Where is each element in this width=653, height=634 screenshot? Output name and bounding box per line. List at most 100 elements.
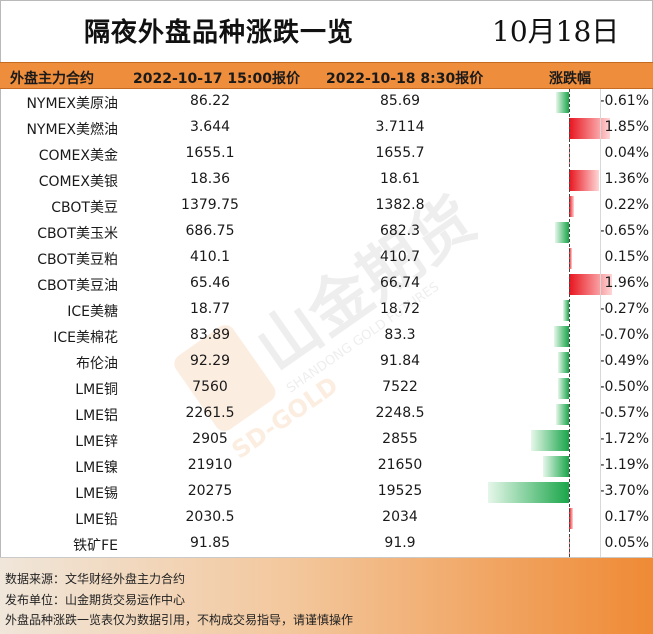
change-percent: 0.22% xyxy=(604,197,649,213)
prev-price: 7560 xyxy=(192,379,228,395)
contract-name: 铁矿FE xyxy=(73,538,118,554)
footer-disclaimer: 外盘品种涨跌一览表仅为数据引用，不构成交易指导，请谨慎操作 xyxy=(5,613,354,627)
prev-price: 2905 xyxy=(192,431,228,447)
change-bar xyxy=(531,430,569,451)
table-row: CBOT美豆 1379.75 1382.8 0.22% xyxy=(0,193,653,219)
table-row: NYMEX美原油 86.22 85.69 -0.61% xyxy=(0,89,653,115)
prev-price: 65.46 xyxy=(189,275,231,291)
change-bar xyxy=(558,378,569,399)
change-percent: 1.96% xyxy=(604,275,649,291)
table-row: 布伦油 92.29 91.84 -0.49% xyxy=(0,349,653,375)
curr-price: 2855 xyxy=(382,431,418,447)
table-row: LME锡 20275 19525 -3.70% xyxy=(0,479,653,505)
curr-price: 1655.7 xyxy=(375,145,425,161)
contract-name: LME镍 xyxy=(75,460,118,476)
contract-name: LME铜 xyxy=(75,382,118,398)
curr-price: 682.3 xyxy=(379,223,421,239)
prev-price: 410.1 xyxy=(189,249,231,265)
curr-price: 83.3 xyxy=(384,327,416,343)
curr-price: 1382.8 xyxy=(375,197,425,213)
contract-name: LME铅 xyxy=(75,512,118,528)
change-percent: 0.15% xyxy=(604,249,649,265)
change-percent: -0.57% xyxy=(599,405,649,421)
contract-name: LME锌 xyxy=(75,434,118,450)
change-bar xyxy=(569,170,599,191)
curr-price: 91.84 xyxy=(379,353,421,369)
prev-price: 2261.5 xyxy=(185,405,235,421)
change-percent: -0.70% xyxy=(599,327,649,343)
contract-name: CBOT美玉米 xyxy=(37,226,118,242)
curr-price: 7522 xyxy=(382,379,418,395)
change-bar xyxy=(558,352,569,373)
report-date: 10月18日 xyxy=(492,15,620,48)
contract-name: NYMEX美燃油 xyxy=(26,122,118,138)
contract-name: LME铝 xyxy=(75,408,118,424)
curr-price: 410.7 xyxy=(379,249,421,265)
prev-price: 18.77 xyxy=(189,301,231,317)
change-percent: -1.72% xyxy=(599,431,649,447)
prev-price: 20275 xyxy=(187,483,233,499)
change-percent: -0.49% xyxy=(599,353,649,369)
footer-source: 数据来源：文华财经外盘主力合约 xyxy=(5,572,186,586)
curr-price: 21650 xyxy=(377,457,423,473)
change-percent: 1.85% xyxy=(604,119,649,135)
contract-name: COMEX美银 xyxy=(38,174,118,190)
curr-price: 18.72 xyxy=(379,301,421,317)
change-bar xyxy=(569,196,574,217)
curr-price: 66.74 xyxy=(379,275,421,291)
prev-price: 86.22 xyxy=(189,93,231,109)
column-header-prev-price: 2022-10-17 15:00报价 xyxy=(133,71,300,87)
column-header-change: 涨跌幅 xyxy=(549,71,591,87)
curr-price: 3.7114 xyxy=(375,119,425,135)
header: 隔夜外盘品种涨跌一览 10月18日 xyxy=(0,0,653,62)
change-bar xyxy=(569,508,573,529)
change-bar xyxy=(556,404,569,425)
footer: 数据来源：文华财经外盘主力合约 发布单位：山金期货交易运作中心 外盘品种涨跌一览… xyxy=(0,557,653,634)
change-bar xyxy=(563,300,569,321)
curr-price: 19525 xyxy=(377,483,423,499)
change-bar xyxy=(569,118,610,139)
contract-name: ICE美棉花 xyxy=(53,330,118,346)
change-percent: -1.19% xyxy=(599,457,649,473)
curr-price: 2248.5 xyxy=(375,405,425,421)
table-row: LME铜 7560 7522 -0.50% xyxy=(0,375,653,401)
table-row: COMEX美银 18.36 18.61 1.36% xyxy=(0,167,653,193)
change-percent: -3.70% xyxy=(599,483,649,499)
change-percent: -0.50% xyxy=(599,379,649,395)
prev-price: 91.85 xyxy=(189,535,231,551)
table-row: ICE美糖 18.77 18.72 -0.27% xyxy=(0,297,653,323)
curr-price: 18.61 xyxy=(379,171,421,187)
table-row: CBOT美豆粕 410.1 410.7 0.15% xyxy=(0,245,653,271)
contract-name: CBOT美豆 xyxy=(51,200,118,216)
table-row: LME铝 2261.5 2248.5 -0.57% xyxy=(0,401,653,427)
contract-name: ICE美糖 xyxy=(67,304,118,320)
contract-name: CBOT美豆油 xyxy=(37,278,118,294)
change-bar xyxy=(554,222,569,243)
column-header-contract: 外盘主力合约 xyxy=(10,71,94,87)
table-row: CBOT美豆油 65.46 66.74 1.96% xyxy=(0,271,653,297)
zero-axis-line xyxy=(569,89,570,557)
curr-price: 91.9 xyxy=(384,535,416,551)
table-row: CBOT美玉米 686.75 682.3 -0.65% xyxy=(0,219,653,245)
prev-price: 2030.5 xyxy=(185,509,235,525)
change-percent: -0.65% xyxy=(599,223,649,239)
prev-price: 1379.75 xyxy=(181,197,239,213)
prev-price: 1655.1 xyxy=(185,145,235,161)
table-row: LME镍 21910 21650 -1.19% xyxy=(0,453,653,479)
contract-name: 布伦油 xyxy=(76,356,118,372)
prev-price: 686.75 xyxy=(185,223,235,239)
prev-price: 21910 xyxy=(187,457,233,473)
contract-name: NYMEX美原油 xyxy=(26,96,118,112)
contract-name: LME锡 xyxy=(75,486,118,502)
curr-price: 2034 xyxy=(382,509,418,525)
table-row: 铁矿FE 91.85 91.9 0.05% xyxy=(0,531,653,557)
curr-price: 85.69 xyxy=(379,93,421,109)
table-row: LME锌 2905 2855 -1.72% xyxy=(0,427,653,453)
prev-price: 18.36 xyxy=(189,171,231,187)
change-percent: -0.61% xyxy=(599,93,649,109)
change-percent: -0.27% xyxy=(599,301,649,317)
change-bar xyxy=(569,274,613,295)
change-percent: 0.04% xyxy=(604,145,649,161)
change-bar xyxy=(542,456,569,477)
change-percent: 0.17% xyxy=(604,509,649,525)
